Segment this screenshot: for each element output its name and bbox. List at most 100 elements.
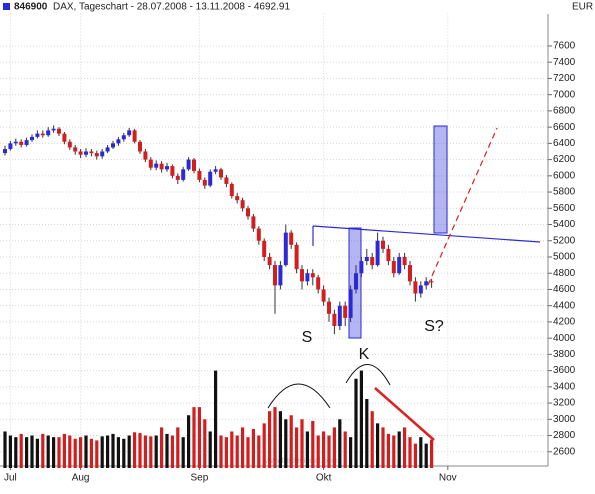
volume-bar — [52, 437, 56, 468]
volume-bar — [365, 399, 369, 468]
volume-bar — [251, 429, 255, 468]
candle-body — [332, 313, 337, 326]
candle-body — [343, 305, 348, 318]
volume-bar — [219, 435, 223, 468]
candle-body — [40, 133, 45, 136]
y-tick-label: 4400 — [553, 300, 576, 311]
candle-body — [418, 285, 423, 294]
volume-bar — [305, 431, 309, 468]
candle-body — [240, 200, 245, 209]
candle-body — [62, 133, 67, 142]
volume-bar — [46, 435, 50, 468]
volume-bar — [25, 437, 29, 468]
candle-body — [116, 139, 121, 144]
candle-body — [251, 216, 256, 229]
volume-bar — [73, 438, 77, 468]
x-tick-label: Nov — [439, 473, 457, 484]
y-tick-label: 6600 — [553, 122, 576, 133]
volume-bar — [359, 370, 363, 468]
y-tick-label: 6400 — [553, 138, 576, 149]
volume-arc — [345, 364, 391, 386]
y-tick-label: 7600 — [553, 41, 576, 52]
y-tick-label: 3200 — [553, 398, 576, 409]
volume-bar — [235, 435, 239, 468]
volume-bar — [381, 427, 385, 468]
candle-body — [283, 232, 288, 266]
volume-bar — [349, 437, 353, 468]
candle-body — [429, 281, 434, 283]
candle-body — [294, 244, 299, 270]
volume-bar — [116, 437, 120, 468]
height-box — [348, 227, 362, 339]
candle-body — [84, 151, 88, 155]
candle-body — [391, 261, 396, 274]
candle-body — [202, 179, 207, 186]
volume-bar — [246, 437, 250, 468]
annotation: S? — [424, 318, 444, 335]
candle-body — [138, 141, 142, 152]
volume-bar — [197, 407, 201, 468]
y-tick-label: 3400 — [553, 381, 576, 392]
candle-body — [148, 159, 153, 168]
volume-bar — [41, 433, 45, 468]
candle-body — [310, 273, 315, 278]
candle-body — [3, 149, 7, 154]
volume-bar — [79, 437, 83, 468]
y-tick-label: 5800 — [553, 187, 576, 198]
volume-bar — [397, 431, 401, 468]
y-tick-label: 6000 — [553, 170, 576, 181]
volume-bar — [241, 427, 245, 468]
y-tick-label: 5200 — [553, 235, 576, 246]
volume-bar — [376, 423, 380, 468]
volume-bar — [268, 411, 272, 468]
volume-bar — [14, 437, 18, 468]
candle-body — [19, 141, 24, 145]
candle-body — [375, 240, 380, 266]
volume-bar — [392, 435, 396, 468]
candle-body — [24, 140, 29, 145]
volume-bar — [84, 435, 88, 468]
candle-body — [35, 133, 40, 137]
y-tick-label: 4600 — [553, 284, 576, 295]
volume-bar — [3, 431, 7, 468]
volume-bar — [143, 435, 147, 468]
volume-bar — [133, 432, 137, 468]
volume-bar — [89, 438, 93, 468]
volume-bar — [181, 437, 185, 468]
volume-bar — [57, 437, 61, 468]
candle-body — [46, 130, 51, 136]
y-tick-label: 3000 — [553, 414, 576, 425]
volume-bar — [230, 431, 234, 468]
candle-body — [78, 151, 83, 155]
volume-bar — [100, 436, 104, 468]
volume-bar — [257, 435, 261, 468]
candle-body — [229, 183, 234, 197]
volume-bar — [68, 435, 72, 468]
candle-body — [197, 170, 202, 180]
volume-bar — [338, 419, 342, 468]
y-tick-label: 7400 — [553, 57, 576, 68]
volume-bar — [149, 436, 153, 468]
candle-body — [408, 265, 412, 282]
volume-bar — [311, 420, 315, 468]
candle-body — [300, 269, 304, 282]
y-tick-label: 5600 — [553, 203, 576, 214]
volume-bar — [138, 433, 142, 468]
y-tick-label: 7000 — [553, 89, 576, 100]
volume-bar — [289, 415, 293, 468]
candle-body — [305, 273, 310, 282]
candle-body — [262, 240, 267, 257]
volume-bar — [8, 435, 12, 468]
candle-body — [278, 265, 283, 286]
candle-body — [165, 166, 169, 170]
symbol-icon — [3, 3, 10, 10]
candle-body — [289, 232, 294, 245]
candle-body — [159, 163, 164, 170]
candle-body — [51, 128, 56, 131]
candle-body — [94, 153, 99, 157]
y-tick-label: 4200 — [553, 317, 576, 328]
candle-body — [132, 130, 137, 142]
volume-bar — [19, 433, 23, 468]
volume-bar — [278, 411, 282, 468]
volume-bar — [62, 433, 66, 468]
